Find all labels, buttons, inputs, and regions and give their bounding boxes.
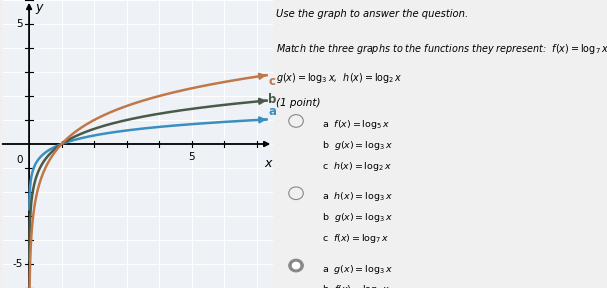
Text: c: c [268,75,275,88]
Text: b  $g(x)=\log_3 x$: b $g(x)=\log_3 x$ [322,139,393,152]
Text: Match the three graphs to the functions they represent:  $f(x)=\log_7 x$,: Match the three graphs to the functions … [276,42,607,56]
Text: b: b [268,93,277,106]
Text: a  $g(x)=\log_3 x$: a $g(x)=\log_3 x$ [322,263,393,276]
Text: $g(x)=\log_3 x$,  $h(x)=\log_2 x$: $g(x)=\log_3 x$, $h(x)=\log_2 x$ [276,71,403,85]
Circle shape [293,262,300,269]
Text: a  $h(x)=\log_3 x$: a $h(x)=\log_3 x$ [322,190,393,203]
Text: -5: -5 [12,259,22,269]
Text: y: y [35,1,42,14]
Text: b  $f(x)=\log_7 x$: b $f(x)=\log_7 x$ [322,283,391,288]
Circle shape [289,259,304,272]
Text: a  $f(x)=\log_5 x$: a $f(x)=\log_5 x$ [322,118,391,131]
Text: c  $f(x)=\log_7 x$: c $f(x)=\log_7 x$ [322,232,390,245]
Text: b  $g(x)=\log_3 x$: b $g(x)=\log_3 x$ [322,211,393,224]
Text: a: a [268,105,276,118]
Text: x: x [264,157,271,170]
Text: (1 point): (1 point) [276,98,320,108]
Text: c  $h(x)=\log_2 x$: c $h(x)=\log_2 x$ [322,160,393,173]
Text: 5: 5 [16,19,22,29]
Text: Use the graph to answer the question.: Use the graph to answer the question. [276,9,469,19]
Text: 5: 5 [189,152,195,162]
Text: 0: 0 [17,155,23,165]
